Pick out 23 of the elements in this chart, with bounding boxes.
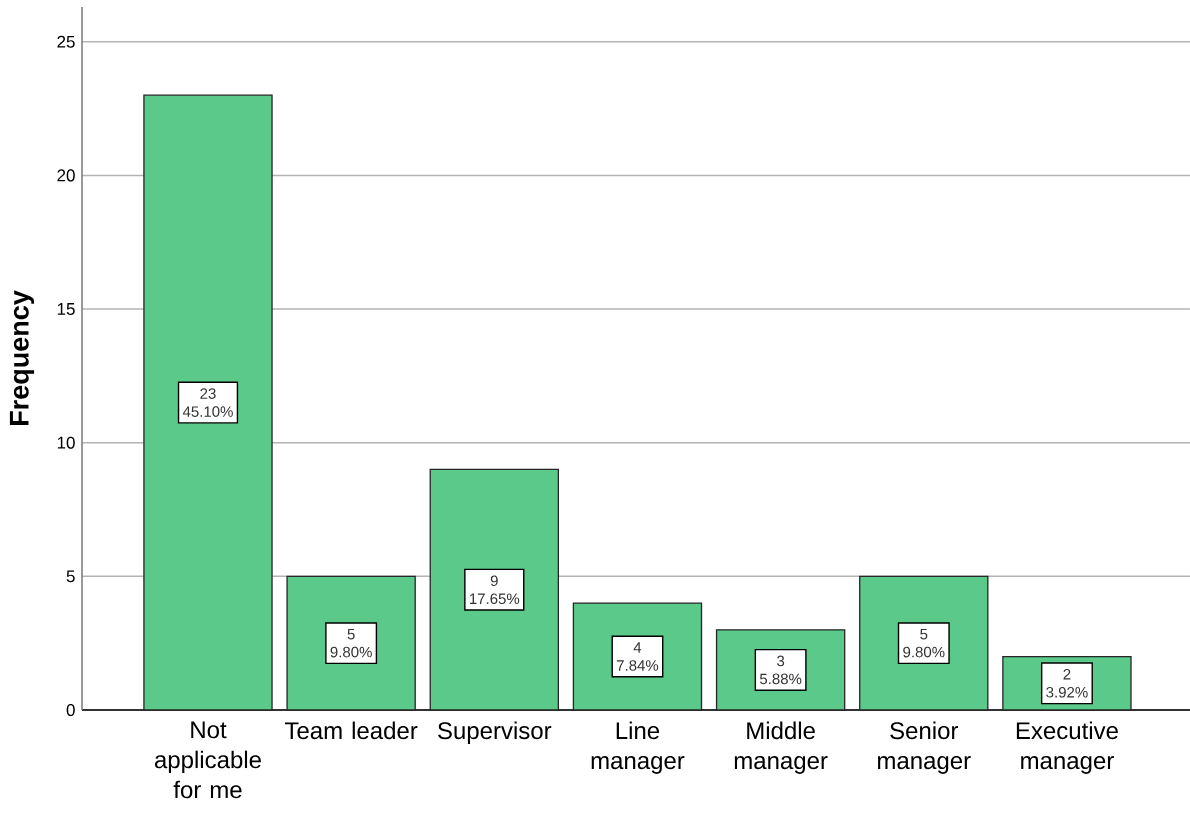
x-tick-label: Line manager [591,721,685,774]
y-tick-label: 25 [57,35,75,48]
data-label: 2 3.92% [1046,668,1088,698]
x-tick-label: Not applicable for me [154,721,261,799]
y-axis-title: Frequency [9,290,35,425]
y-tick-label: 5 [66,570,75,583]
bar [429,468,560,711]
y-tick-label: 20 [57,169,75,182]
x-tick-label: Senior manager [878,721,971,774]
data-label: 5 9.80% [330,628,372,658]
y-tick-label: 15 [57,303,75,315]
y-tick-label: 10 [57,436,75,449]
data-label: 5 9.80% [903,628,945,658]
x-tick-label: Team leader [284,721,418,740]
y-tick-label: 0 [66,703,75,717]
x-tick-label: Executive manager [1016,721,1118,774]
data-label: 23 45.10% [182,388,233,417]
data-label: 4 7.84% [616,642,659,671]
data-label: 9 17.65% [470,575,520,605]
data-label: 3 5.88% [759,655,802,685]
x-tick-label: Supervisor [438,721,552,744]
x-tick-label: Middle manager [734,721,828,774]
bar [143,94,273,711]
